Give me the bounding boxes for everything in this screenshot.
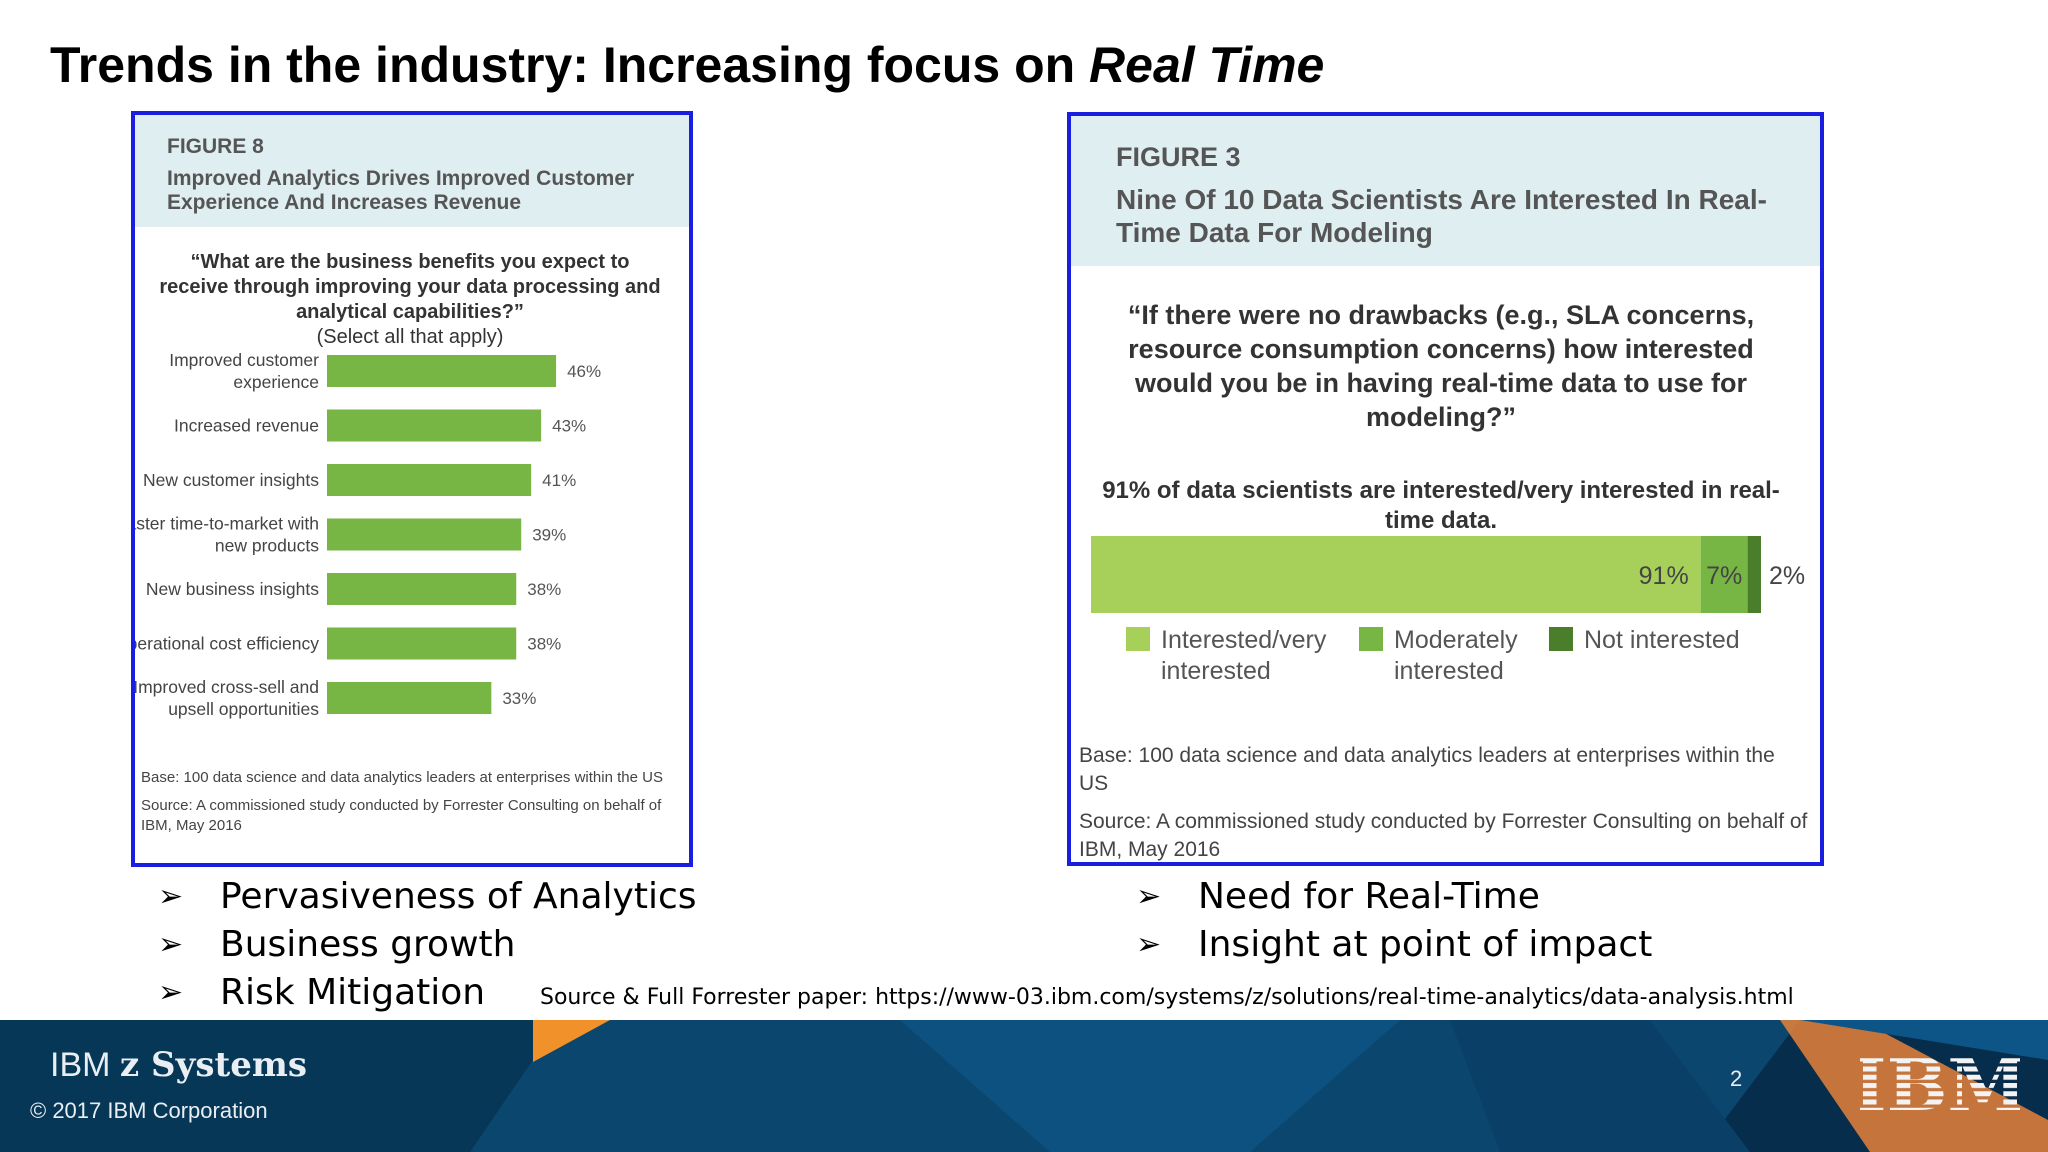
data-label: 46%	[567, 362, 601, 381]
figure-3-stacked-bar-chart: 91% 7% 2% Interested/very interested Moderate…	[1091, 536, 1805, 685]
figure-3-footnotes: Base: 100 data science and data analytic…	[1079, 742, 1809, 862]
figure-3-header: FIGURE 3 Nine Of 10 Data Scientists Are …	[1071, 116, 1820, 266]
bullet-text: Pervasiveness of Analytics	[220, 875, 697, 917]
bullet-item: ➢ Business growth	[158, 920, 697, 968]
figure-3-source: Source: A commissioned study conducted b…	[1079, 810, 1808, 861]
legend-swatch	[1359, 627, 1383, 651]
arrow-bullet-icon: ➢	[158, 878, 184, 914]
bullet-text: Business growth	[220, 923, 516, 965]
ibm-logo-text: IBM	[1860, 1050, 2020, 1116]
figure-8-subtitle: Improved Analytics Drives Improved Custo…	[167, 167, 635, 214]
copyright: © 2017 IBM Corporation	[30, 1098, 268, 1123]
stack-segment	[1747, 536, 1761, 613]
category-label: Faster time-to-market with new products	[135, 514, 319, 556]
stack-segment	[1091, 536, 1701, 613]
category-label: Increased revenue	[174, 416, 319, 436]
category-label: Improved customer experience	[169, 351, 319, 392]
footer-bar: IBM z Systems © 2017 IBM Corporation 2 I…	[0, 1020, 2048, 1152]
slide-title-italic: Real Time	[1089, 37, 1325, 93]
data-label: 38%	[527, 580, 561, 599]
data-label: 91%	[1639, 562, 1689, 590]
category-label: New customer insights	[143, 470, 319, 490]
ibm-logo-icon: IBM	[1860, 1050, 2020, 1116]
source-link[interactable]: Source & Full Forrester paper: https://w…	[540, 985, 1794, 1010]
figure-3-number: FIGURE 3	[1116, 142, 1241, 172]
bar	[327, 627, 517, 660]
bar	[327, 573, 517, 605]
figure-3-note: 91% of data scientists are interested/ve…	[1102, 477, 1780, 534]
brand-bold: z Systems	[119, 1045, 307, 1085]
bar	[327, 682, 492, 714]
brand-light: IBM	[50, 1046, 120, 1084]
page-number: 2	[1730, 1066, 1743, 1091]
slide-title-plain: Trends in the industry: Increasing focus…	[50, 37, 1090, 93]
figure-8-question: “What are the business benefits you expe…	[155, 250, 665, 350]
legend-swatch	[1126, 627, 1150, 651]
category-label: Operational cost efficiency	[135, 634, 319, 654]
figure-3-base: Base: 100 data science and data analytic…	[1079, 744, 1775, 795]
figure-8-number: FIGURE 8	[167, 135, 264, 158]
slide-title: Trends in the industry: Increasing focus…	[50, 36, 1324, 94]
category-label: Improved cross-sell and upsell opportunit…	[135, 677, 319, 719]
figure-8-select-note: (Select all that apply)	[316, 326, 504, 348]
legend-label: Moderately interested	[1394, 626, 1518, 685]
brand-logo-text: IBM z Systems	[50, 1045, 307, 1085]
legend-swatch	[1549, 627, 1573, 651]
data-label: 43%	[552, 417, 586, 436]
bullet-item: ➢ Pervasiveness of Analytics	[158, 872, 697, 920]
data-label: 7%	[1706, 562, 1742, 590]
bullet-item: ➢ Insight at point of impact	[1136, 920, 1652, 968]
data-label: 38%	[527, 635, 561, 654]
bullet-list-right: ➢ Need for Real-Time ➢ Insight at point of…	[1136, 872, 1652, 968]
legend-label: Interested/very interested	[1161, 626, 1327, 685]
bullet-text: Need for Real-Time	[1198, 875, 1540, 917]
bullet-item: ➢ Need for Real-Time	[1136, 872, 1652, 920]
figure-8-panel: FIGURE 8 Improved Analytics Drives Impro…	[131, 111, 693, 867]
bar	[327, 409, 542, 442]
figure-8-header: FIGURE 8 Improved Analytics Drives Impro…	[135, 115, 689, 227]
bullet-list-left: ➢ Pervasiveness of Analytics ➢ Business gr…	[158, 872, 697, 1016]
bullet-text: Insight at point of impact	[1198, 923, 1653, 965]
figure-8-question-text: “What are the business benefits you expe…	[159, 251, 661, 323]
bar	[327, 518, 522, 551]
figure-8-base: Base: 100 data science and data analytic…	[141, 769, 663, 786]
data-label: 41%	[542, 471, 576, 490]
figure-3-panel: FIGURE 3 Nine Of 10 Data Scientists Are …	[1067, 112, 1824, 866]
bar	[327, 464, 532, 496]
bar	[327, 355, 557, 387]
arrow-bullet-icon: ➢	[1136, 926, 1162, 962]
figure-8-source: Source: A commissioned study conducted b…	[141, 797, 662, 834]
arrow-bullet-icon: ➢	[1136, 878, 1162, 914]
figure-8-footnotes: Base: 100 data science and data analytic…	[141, 768, 671, 836]
footer-background-shapes	[0, 1020, 2048, 1152]
bullet-item: ➢ Risk Mitigation	[158, 968, 697, 1016]
data-label: 2%	[1769, 562, 1805, 590]
figure-3-question: “If there were no drawbacks (e.g., SLA c…	[1127, 300, 1755, 432]
legend-label: Not interested	[1584, 626, 1740, 654]
category-label: New business insights	[146, 579, 319, 599]
stack-segment	[1700, 536, 1748, 613]
bullet-text: Risk Mitigation	[220, 971, 486, 1013]
arrow-bullet-icon: ➢	[158, 974, 184, 1010]
data-label: 39%	[532, 526, 566, 545]
data-label: 33%	[502, 689, 536, 708]
figure-3-subtitle: Nine Of 10 Data Scientists Are Intereste…	[1116, 184, 1767, 248]
figure-8-bar-chart: 46% Improved customer experience 43% Increas…	[135, 351, 601, 719]
arrow-bullet-icon: ➢	[158, 926, 184, 962]
